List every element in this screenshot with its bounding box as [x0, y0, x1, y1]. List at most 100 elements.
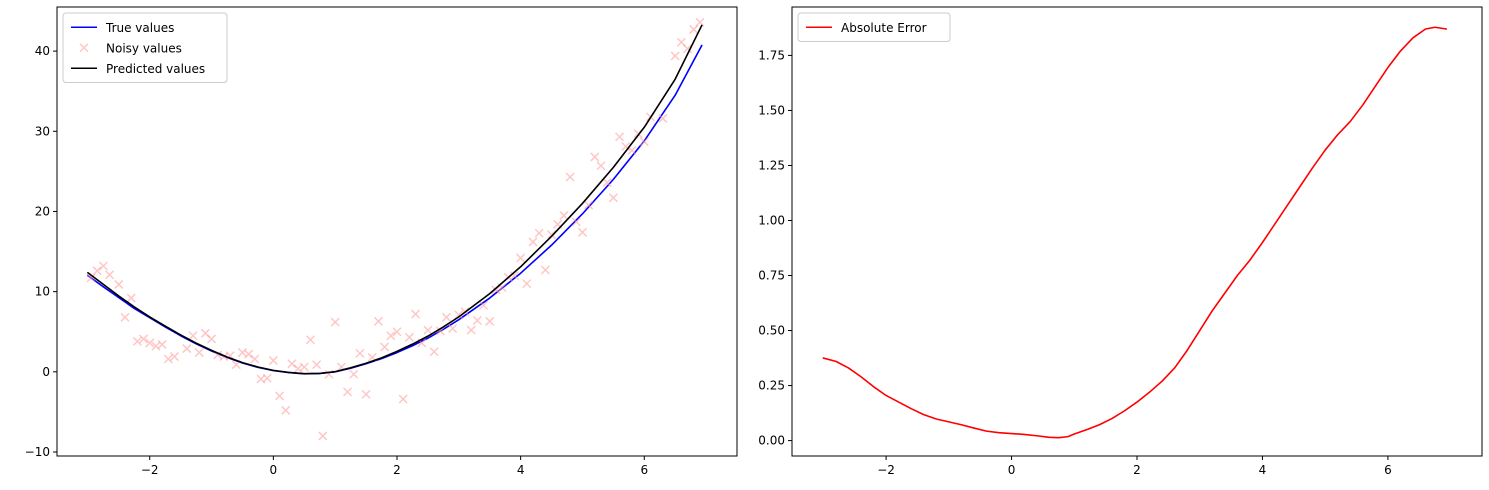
noisy-value-point [448, 323, 458, 334]
right-chart: −2 0 2 4 6 0.000.250.500.751.001.251.501.75 … [758, 6, 1483, 477]
y-tick-label: 30 [35, 124, 50, 138]
x-tick-label: 0 [270, 463, 278, 477]
noisy-value-point [98, 261, 108, 271]
right-legend: Absolute Error [797, 12, 951, 42]
y-tick-label: −10 [25, 445, 50, 459]
noisy-value-point [683, 44, 693, 54]
noisy-value-point [621, 141, 631, 152]
noisy-value-point [485, 316, 495, 326]
noisy-value-point [565, 172, 575, 182]
right-y-axis: 0.00 0.25 0.50 0.75 1.00 1.25 1.50 1.75 [758, 48, 792, 448]
noisy-value-point [188, 331, 198, 341]
noisy-value-point [318, 431, 328, 441]
x-tick-label: 6 [640, 463, 648, 477]
y-tick-label: 0.75 [758, 269, 785, 283]
x-tick-label: 4 [517, 463, 525, 477]
noisy-value-point [695, 17, 705, 27]
noisy-value-point [559, 210, 569, 220]
noisy-value-point [114, 279, 124, 289]
noisy-value-point [689, 24, 699, 34]
noisy-value-point [92, 266, 102, 276]
noisy-value-point [596, 161, 606, 171]
noisy-value-point [479, 300, 489, 310]
x-tick-label: 0 [1008, 463, 1016, 477]
x-tick-label: 6 [1384, 463, 1392, 477]
series-line-predicted-values [87, 24, 703, 375]
noisy-value-point [454, 310, 464, 320]
noisy-value-point [392, 327, 402, 337]
noisy-value-point [608, 193, 618, 203]
noisy-value-point [373, 316, 383, 326]
noisy-value-point [207, 334, 217, 344]
noisy-value-point [169, 352, 179, 362]
legend-box [62, 12, 228, 83]
noisy-value-point [534, 228, 544, 238]
noisy-value-point [299, 362, 309, 372]
noisy-value-point [423, 325, 433, 335]
noisy-value-point [386, 331, 396, 341]
noisy-value-point [182, 344, 192, 354]
noisy-value-point [658, 113, 668, 123]
right-x-axis: −2 0 2 4 6 [877, 456, 1392, 477]
legend-label-predicted-values: Predicted values [106, 62, 205, 76]
noisy-value-point [516, 253, 526, 263]
noisy-value-point [380, 342, 390, 352]
y-tick-label: 1.00 [758, 213, 785, 227]
noisy-value-point [244, 349, 254, 359]
noisy-value-point [139, 334, 149, 344]
noisy-value-point [275, 391, 285, 401]
legend-box [797, 12, 951, 42]
y-tick-label: 1.75 [758, 48, 785, 62]
noisy-value-point [145, 338, 155, 348]
noisy-value-point [429, 347, 439, 357]
noisy-value-point [349, 369, 359, 379]
x-tick-label: 2 [393, 463, 401, 477]
noisy-value-point [305, 335, 315, 345]
noisy-value-point [670, 51, 680, 61]
x-tick-label: 2 [1133, 463, 1141, 477]
noisy-value-point [472, 315, 482, 326]
noisy-value-point [126, 293, 136, 303]
noisy-value-point [639, 137, 649, 147]
noisy-value-point [615, 132, 625, 142]
y-tick-label: 0 [42, 365, 50, 379]
noisy-value-point [584, 200, 594, 210]
noisy-value-point [268, 356, 278, 366]
noisy-value-point [509, 271, 519, 281]
legend-label-noisy-values: Noisy values [106, 41, 182, 55]
noisy-value-point [602, 178, 612, 188]
noisy-value-point [411, 309, 421, 319]
right-plot-area [822, 26, 1448, 439]
legend-label-true-values: True values [105, 21, 174, 35]
noisy-value-point [312, 360, 322, 370]
noisy-value-point [355, 348, 365, 358]
x-tick-label: −2 [877, 463, 895, 477]
left-legend: True values Noisy values Predicted values [62, 12, 228, 83]
y-tick-label: 40 [35, 44, 50, 58]
series-line-absolute-error [822, 26, 1448, 439]
noisy-value-point [590, 152, 600, 162]
noisy-value-point [491, 285, 501, 295]
left-chart: −2 0 2 4 6 −10 0 10 20 30 40 True values Noisy val… [25, 6, 738, 477]
noisy-value-point [157, 340, 167, 350]
noisy-value-point [540, 265, 550, 275]
y-tick-label: 10 [35, 285, 50, 299]
y-tick-label: 0.00 [758, 434, 785, 448]
noisy-value-point [435, 326, 445, 336]
left-plot-area [86, 17, 705, 441]
y-tick-label: 0.50 [758, 324, 785, 338]
noisy-value-point [132, 336, 142, 346]
noisy-value-point [522, 279, 532, 289]
noisy-value-point [404, 332, 414, 342]
legend-swatch-noisy-values [79, 43, 89, 53]
noisy-value-point [547, 230, 557, 240]
noisy-value-point [163, 354, 173, 364]
noisy-value-point [528, 237, 538, 247]
x-tick-label: 4 [1259, 463, 1267, 477]
y-tick-label: 1.25 [758, 158, 785, 172]
left-y-axis: −10 0 10 20 30 40 [25, 44, 57, 459]
noisy-value-point [343, 387, 353, 397]
noisy-value-point [120, 312, 130, 322]
